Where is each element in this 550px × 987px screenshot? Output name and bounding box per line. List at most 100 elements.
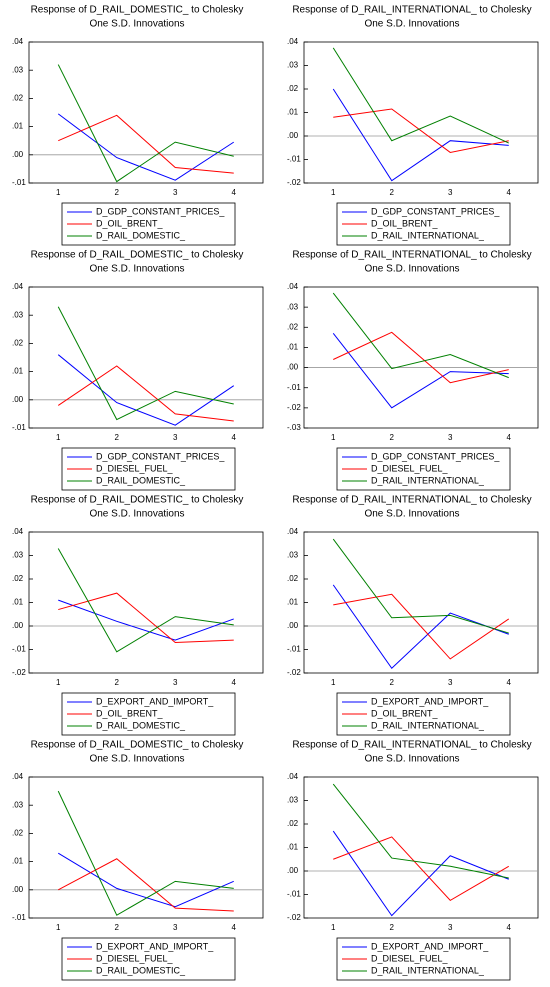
y-tick-label: .01 bbox=[287, 598, 299, 607]
x-tick-label: 3 bbox=[448, 923, 453, 932]
y-tick-label: -.01 bbox=[287, 890, 301, 899]
chart-title: Response of D_RAIL_DOMESTIC_ to Cholesky bbox=[31, 5, 244, 16]
y-tick-label: .02 bbox=[287, 322, 299, 331]
x-tick-label: 1 bbox=[331, 188, 336, 197]
y-tick-label: .01 bbox=[12, 122, 24, 131]
x-tick-label: 1 bbox=[331, 923, 336, 932]
series-line bbox=[57, 790, 234, 916]
chart-subtitle: One S.D. Innovations bbox=[364, 509, 459, 520]
series-line bbox=[57, 306, 234, 421]
series-line bbox=[57, 64, 234, 183]
y-tick-label: .02 bbox=[287, 819, 299, 828]
y-tick-label: .00 bbox=[12, 150, 24, 159]
series-line bbox=[333, 836, 510, 902]
y-tick-label: -.01 bbox=[287, 155, 301, 164]
chart-subtitle: One S.D. Innovations bbox=[89, 509, 184, 520]
x-tick-label: 2 bbox=[115, 433, 120, 442]
plot-frame bbox=[303, 286, 539, 429]
x-tick-label: 3 bbox=[173, 678, 178, 687]
x-tick-label: 2 bbox=[390, 188, 395, 197]
legend-label: D_EXPORT_AND_IMPORT_ bbox=[371, 696, 489, 706]
x-tick-label: 4 bbox=[232, 923, 237, 932]
x-tick-label: 2 bbox=[115, 923, 120, 932]
legend-label: D_OIL_BRENT_ bbox=[96, 708, 164, 718]
y-tick-label: .03 bbox=[12, 800, 24, 809]
chart-subtitle: One S.D. Innovations bbox=[364, 754, 459, 765]
x-tick-label: 2 bbox=[390, 678, 395, 687]
y-tick-label: .01 bbox=[287, 108, 299, 117]
x-tick-label: 4 bbox=[507, 433, 512, 442]
legend-label: D_GDP_CONSTANT_PRICES_ bbox=[371, 451, 500, 461]
x-tick-label: 3 bbox=[448, 188, 453, 197]
chart-title: Response of D_RAIL_DOMESTIC_ to Cholesky bbox=[31, 250, 244, 261]
series-line bbox=[332, 783, 509, 879]
y-tick-label: .04 bbox=[12, 37, 24, 46]
chart-subtitle: One S.D. Innovations bbox=[364, 264, 459, 275]
series-line bbox=[57, 852, 234, 908]
legend-label: D_RAIL_INTERNATIONAL_ bbox=[371, 965, 485, 975]
y-tick-label: .01 bbox=[287, 343, 299, 352]
chart-title: Response of D_RAIL_INTERNATIONAL_ to Cho… bbox=[292, 250, 531, 261]
series-line bbox=[58, 858, 234, 912]
chart-subtitle: One S.D. Innovations bbox=[364, 19, 459, 30]
y-tick-label: -.02 bbox=[287, 178, 301, 187]
legend-label: D_OIL_BRENT_ bbox=[371, 218, 439, 228]
legend-label: D_GDP_CONSTANT_PRICES_ bbox=[96, 206, 225, 216]
legend-label: D_DIESEL_FUEL_ bbox=[371, 953, 449, 963]
plot-frame bbox=[28, 286, 264, 429]
x-tick-label: 1 bbox=[331, 678, 336, 687]
y-tick-label: .02 bbox=[287, 84, 299, 93]
y-tick-label: .00 bbox=[287, 621, 299, 630]
y-tick-label: .01 bbox=[12, 367, 24, 376]
x-tick-label: 4 bbox=[232, 188, 237, 197]
series-line bbox=[333, 593, 510, 660]
y-tick-label: -.02 bbox=[287, 403, 301, 412]
x-tick-label: 3 bbox=[448, 433, 453, 442]
y-tick-label: -.01 bbox=[12, 645, 26, 654]
legend-label: D_RAIL_DOMESTIC_ bbox=[96, 230, 186, 240]
legend-label: D_RAIL_INTERNATIONAL_ bbox=[371, 475, 485, 485]
y-tick-label: .02 bbox=[12, 339, 24, 348]
chart-title: Response of D_RAIL_INTERNATIONAL_ to Cho… bbox=[292, 5, 531, 16]
y-tick-label: .00 bbox=[12, 621, 24, 630]
x-tick-label: 3 bbox=[448, 678, 453, 687]
series-line bbox=[58, 592, 234, 643]
chart-title: Response of D_RAIL_INTERNATIONAL_ to Cho… bbox=[292, 740, 531, 751]
legend-label: D_GDP_CONSTANT_PRICES_ bbox=[371, 206, 500, 216]
y-tick-label: .00 bbox=[12, 395, 24, 404]
x-tick-label: 1 bbox=[56, 923, 61, 932]
plot-frame bbox=[303, 41, 539, 184]
x-tick-label: 1 bbox=[56, 188, 61, 197]
x-tick-label: 4 bbox=[232, 678, 237, 687]
series-line bbox=[58, 114, 234, 174]
series-line bbox=[332, 47, 509, 144]
series-line bbox=[332, 292, 509, 379]
x-tick-label: 2 bbox=[390, 433, 395, 442]
plot-frame bbox=[303, 776, 539, 919]
y-tick-label: .03 bbox=[287, 551, 299, 560]
y-tick-label: -.02 bbox=[12, 668, 26, 677]
y-tick-label: .00 bbox=[287, 131, 299, 140]
y-tick-label: .03 bbox=[12, 310, 24, 319]
legend-label: D_OIL_BRENT_ bbox=[371, 708, 439, 718]
chart-title: Response of D_RAIL_INTERNATIONAL_ to Cho… bbox=[292, 495, 531, 506]
x-tick-label: 4 bbox=[507, 923, 512, 932]
chart-subtitle: One S.D. Innovations bbox=[89, 19, 184, 30]
y-tick-label: .04 bbox=[287, 37, 299, 46]
y-tick-label: .00 bbox=[287, 866, 299, 875]
y-tick-label: .02 bbox=[287, 574, 299, 583]
legend-label: D_EXPORT_AND_IMPORT_ bbox=[371, 941, 489, 951]
y-tick-label: .03 bbox=[287, 302, 299, 311]
legend-label: D_RAIL_INTERNATIONAL_ bbox=[371, 720, 485, 730]
legend-label: D_DIESEL_FUEL_ bbox=[371, 463, 449, 473]
legend-label: D_DIESEL_FUEL_ bbox=[96, 953, 174, 963]
series-line bbox=[57, 365, 234, 422]
legend-label: D_DIESEL_FUEL_ bbox=[96, 463, 174, 473]
x-tick-label: 2 bbox=[390, 923, 395, 932]
legend-label: D_RAIL_DOMESTIC_ bbox=[96, 720, 186, 730]
x-tick-label: 1 bbox=[56, 433, 61, 442]
chart-title: Response of D_RAIL_DOMESTIC_ to Cholesky bbox=[31, 495, 244, 506]
x-tick-label: 3 bbox=[173, 923, 178, 932]
y-tick-label: .02 bbox=[12, 574, 24, 583]
y-tick-label: .04 bbox=[12, 527, 24, 536]
